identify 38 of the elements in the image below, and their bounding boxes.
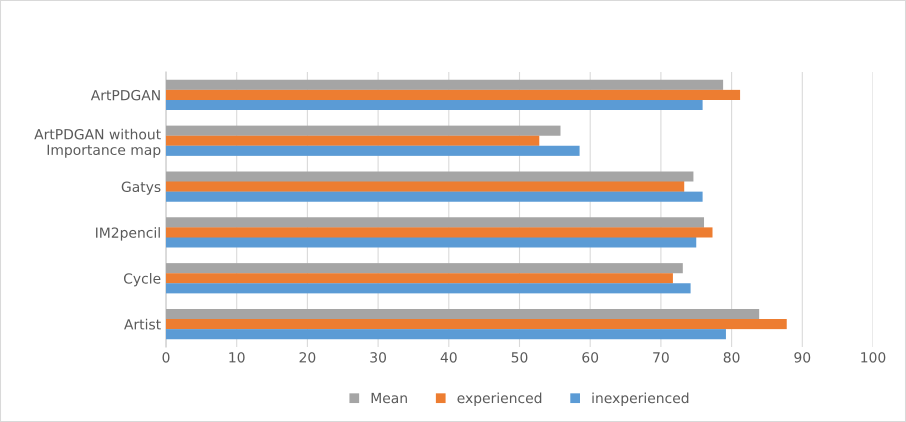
x-tick-label: 40 bbox=[440, 352, 457, 363]
y-tick-label: Cycle bbox=[124, 272, 160, 286]
bar bbox=[166, 171, 694, 182]
x-tick-label: 50 bbox=[512, 352, 528, 363]
x-tick-label: 60 bbox=[582, 352, 598, 363]
x-tick-label: 20 bbox=[300, 352, 316, 363]
bar bbox=[166, 237, 696, 248]
legend-label: inexperienced bbox=[592, 392, 688, 406]
bar bbox=[166, 146, 580, 156]
bar bbox=[166, 217, 704, 228]
y-tick-label: ArtPDGAN without Importance map bbox=[34, 128, 161, 158]
y-tick-label: Gatys bbox=[122, 182, 160, 195]
x-tick-label: 70 bbox=[653, 352, 669, 363]
bar bbox=[166, 263, 683, 274]
bar bbox=[166, 100, 703, 110]
x-tick-label: 30 bbox=[370, 352, 386, 363]
bar bbox=[166, 273, 673, 284]
bar bbox=[166, 192, 703, 202]
x-tick-label: 10 bbox=[229, 352, 245, 363]
bar bbox=[166, 308, 760, 320]
x-tick-label: 100 bbox=[861, 352, 886, 363]
bar bbox=[166, 90, 740, 100]
legend-label: Mean bbox=[372, 392, 407, 404]
x-tick-label: 80 bbox=[724, 352, 740, 363]
bar bbox=[166, 283, 691, 294]
bar bbox=[166, 329, 726, 340]
x-tick-label: 90 bbox=[794, 352, 810, 363]
bar bbox=[166, 182, 684, 192]
bar bbox=[166, 136, 540, 146]
x-tick-label: 0 bbox=[162, 352, 170, 363]
y-tick-label: IM2pencil bbox=[96, 227, 160, 241]
y-tick-label: ArtPDGAN bbox=[90, 90, 160, 100]
legend-label: experienced bbox=[457, 392, 542, 406]
bar bbox=[166, 126, 561, 136]
y-tick-label: Artist bbox=[124, 318, 161, 330]
bar bbox=[166, 80, 724, 90]
bar bbox=[166, 227, 713, 238]
bar bbox=[166, 319, 787, 330]
